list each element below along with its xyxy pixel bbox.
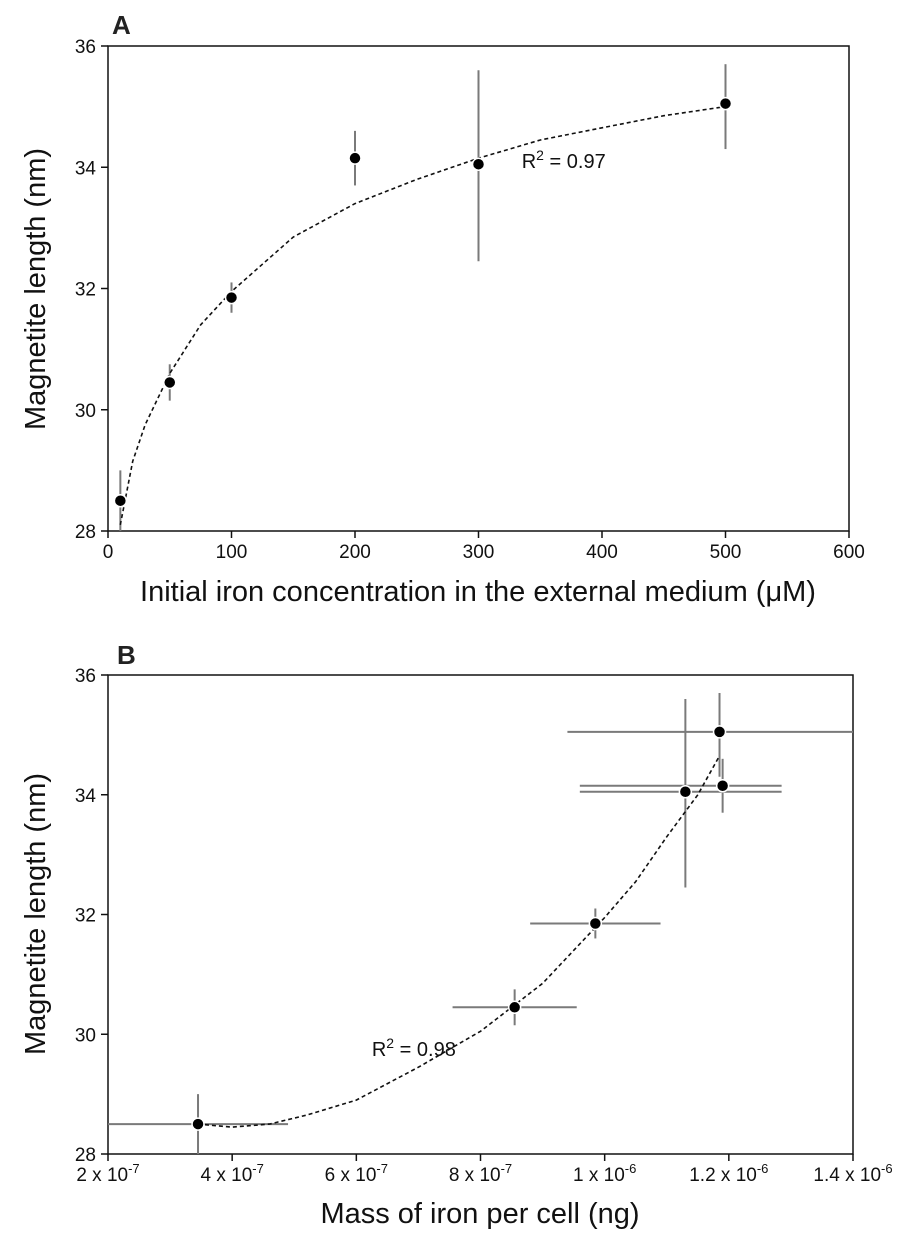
x-tick-label: 600 bbox=[833, 542, 865, 563]
panel-a-x-axis-title: Initial iron concentration in the extern… bbox=[140, 576, 816, 608]
x-tick-label-base: 1 x 10 bbox=[573, 1165, 625, 1186]
panel-a-r-squared-sup: 2 bbox=[536, 147, 544, 163]
x-tick-label: 100 bbox=[216, 542, 248, 563]
x-tick-label: 500 bbox=[710, 542, 742, 563]
panel-a-y-axis-title: Magnetite length (nm) bbox=[20, 148, 52, 430]
x-tick-label: 300 bbox=[463, 542, 495, 563]
panel-a-data-points bbox=[113, 96, 733, 508]
data-point bbox=[712, 725, 727, 739]
panel-b-plot-frame bbox=[107, 674, 854, 1155]
panel-b-x-ticks: 2 x 10-7 4 x 10-7 6 x 10-7 8 x 10-7 1 x 10-6… bbox=[76, 1154, 893, 1186]
x-tick-label-base: 6 x 10 bbox=[325, 1165, 377, 1186]
x-tick-label-base: 1.2 x 10 bbox=[689, 1165, 757, 1186]
y-tick-label: 28 bbox=[75, 1145, 96, 1166]
data-point bbox=[507, 1000, 522, 1015]
x-tick-label: 200 bbox=[339, 542, 371, 563]
panel-a-x-ticks: 0 100 200 300 400 500 600 bbox=[103, 531, 865, 563]
y-tick-label: 34 bbox=[75, 158, 97, 179]
x-tick-label: 2 x 10-7 bbox=[76, 1161, 139, 1186]
data-point bbox=[715, 779, 730, 793]
data-point bbox=[163, 375, 177, 390]
panel-b-data-points bbox=[191, 725, 730, 1131]
panel-b-r-squared-sup: 2 bbox=[386, 1035, 394, 1051]
x-tick-label-exponent: -7 bbox=[501, 1161, 513, 1176]
y-tick-label: 30 bbox=[75, 401, 96, 422]
y-tick-label: 28 bbox=[75, 522, 96, 543]
x-tick-label: 1.2 x 10-6 bbox=[689, 1161, 768, 1186]
panel-a-r-squared: R2 = 0.97 bbox=[522, 147, 606, 173]
data-point bbox=[113, 493, 128, 508]
x-tick-label: 6 x 10-7 bbox=[325, 1161, 388, 1186]
x-tick-label-base: 1.4 x 10 bbox=[813, 1165, 881, 1186]
panel-b-y-axis-title: Magnetite length (nm) bbox=[20, 773, 52, 1055]
panel-a: A 28 30 32 34 36 0 100 200 300 400 500 600 R2 = 0.… bbox=[20, 10, 865, 608]
x-tick-label: 1 x 10-6 bbox=[573, 1161, 636, 1186]
x-tick-label-exponent: -7 bbox=[252, 1161, 264, 1176]
panel-b-r-squared-value: = 0.98 bbox=[394, 1039, 456, 1061]
x-tick-label-exponent: -7 bbox=[376, 1161, 388, 1176]
panel-b-r-squared: R2 = 0.98 bbox=[372, 1035, 456, 1061]
x-tick-label-base: 4 x 10 bbox=[201, 1165, 253, 1186]
data-point bbox=[588, 916, 603, 931]
panel-b-r-squared-prefix: R bbox=[372, 1039, 386, 1061]
y-tick-label: 34 bbox=[75, 786, 97, 807]
x-tick-label-exponent: -6 bbox=[625, 1161, 637, 1176]
x-tick-label: 8 x 10-7 bbox=[449, 1161, 512, 1186]
panel-b-letter: B bbox=[117, 640, 136, 670]
panel-a-error-bars bbox=[119, 64, 727, 531]
y-tick-label: 36 bbox=[75, 666, 96, 687]
data-point bbox=[191, 1117, 205, 1131]
x-tick-label-exponent: -7 bbox=[128, 1161, 140, 1176]
x-tick-label: 1.4 x 10-6 bbox=[813, 1161, 892, 1186]
x-tick-label-base: 2 x 10 bbox=[76, 1165, 128, 1186]
panel-a-fit-curve bbox=[119, 105, 726, 526]
panel-a-y-ticks: 28 30 32 34 36 bbox=[75, 37, 108, 543]
y-tick-label: 30 bbox=[75, 1025, 96, 1046]
y-tick-label: 36 bbox=[75, 37, 96, 58]
y-tick-label: 32 bbox=[75, 280, 96, 301]
data-point bbox=[718, 96, 733, 111]
x-tick-label: 400 bbox=[586, 542, 618, 563]
data-point bbox=[224, 290, 239, 305]
panel-a-r-squared-value: = 0.97 bbox=[544, 151, 606, 173]
panel-b-error-bars bbox=[108, 692, 853, 1154]
x-tick-label: 4 x 10-7 bbox=[201, 1161, 264, 1186]
panel-a-letter: A bbox=[112, 10, 131, 40]
x-tick-label-base: 8 x 10 bbox=[449, 1165, 501, 1186]
x-tick-label-exponent: -6 bbox=[757, 1161, 769, 1176]
panel-a-r-squared-prefix: R bbox=[522, 151, 536, 173]
data-point bbox=[678, 785, 693, 799]
y-tick-label: 32 bbox=[75, 906, 96, 927]
panel-b-y-ticks: 28 30 32 34 36 bbox=[75, 666, 108, 1166]
data-point bbox=[471, 157, 486, 171]
x-tick-label: 0 bbox=[103, 542, 114, 563]
panel-b-x-axis-title: Mass of iron per cell (ng) bbox=[320, 1198, 639, 1230]
panel-b-fit-curve bbox=[197, 755, 721, 1128]
x-tick-label-exponent: -6 bbox=[881, 1161, 893, 1176]
data-point bbox=[348, 151, 362, 165]
